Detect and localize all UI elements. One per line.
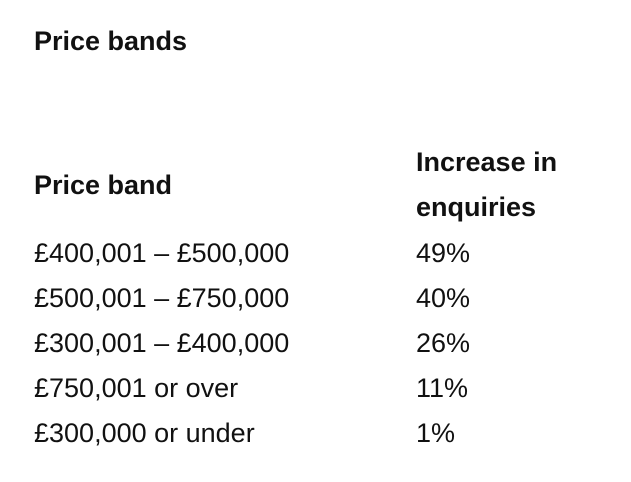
table-cell: £750,001 or over [34, 373, 239, 403]
column-header: Price band [34, 170, 173, 200]
table-cell: £300,001 – £400,000 [34, 328, 290, 358]
table-cell: 49% [416, 238, 471, 268]
table-cell: £400,001 – £500,000 [34, 238, 290, 268]
table-cell: 11% [416, 373, 469, 403]
table-cell: 40% [416, 283, 471, 313]
page-title: Price bands [34, 26, 188, 56]
table-cell: £500,001 – £750,000 [34, 283, 290, 313]
column-header: Increase in enquiries [416, 147, 558, 222]
table-cell: 26% [416, 328, 471, 358]
table-cell: 1% [416, 418, 456, 448]
table-cell: £300,000 or under [34, 418, 255, 448]
